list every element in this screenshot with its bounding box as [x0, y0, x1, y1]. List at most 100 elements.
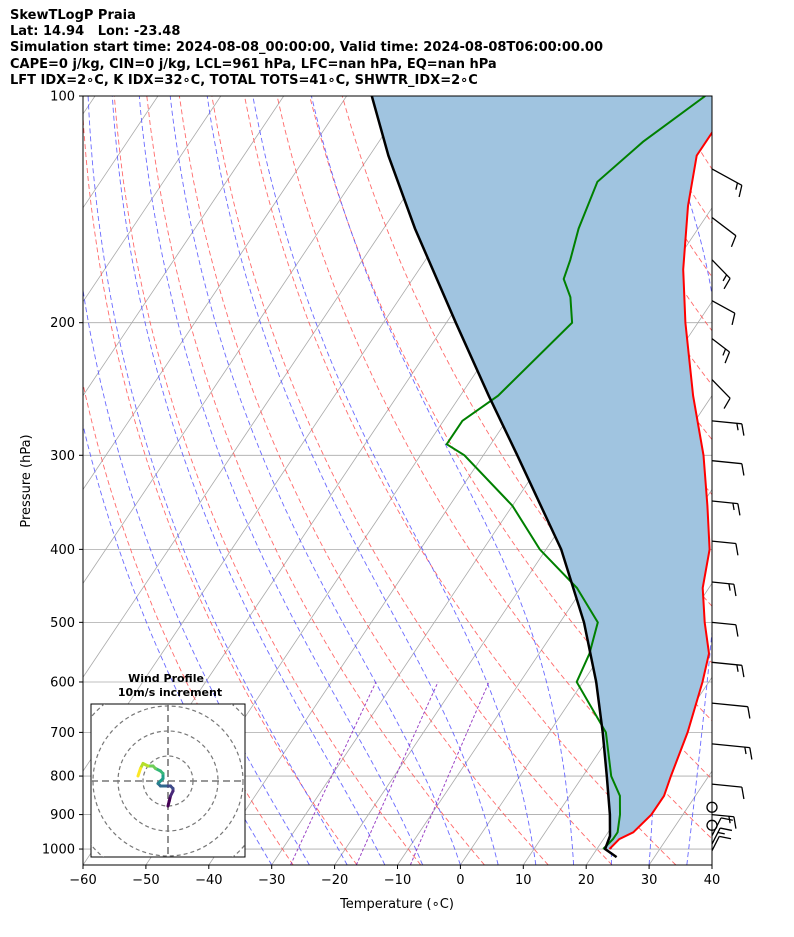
isotherm-line	[83, 96, 96, 115]
wind-barb-staff	[711, 813, 734, 818]
mixing-ratio-line	[355, 681, 439, 865]
axis-ticks: −60 −50 −40 −30 −20 −10 0 10 20 30 40 100 200 300 400 5…	[42, 90, 720, 889]
wind-barb	[711, 540, 739, 556]
x-tick-label: −10	[384, 873, 411, 888]
wind-barb-half-flag	[728, 583, 731, 591]
isotherm-line	[83, 96, 285, 397]
wind-barb-flag	[730, 235, 737, 248]
wind-barb-flag	[741, 787, 745, 800]
parcel-line	[370, 96, 618, 859]
moist-adiabat-line	[169, 96, 461, 865]
wind-barb-flag	[735, 543, 739, 556]
wind-barb-flag	[735, 624, 739, 637]
chart-title: SkewTLogP Praia	[10, 8, 136, 23]
wind-barb	[711, 702, 751, 719]
wind-barb-staff	[711, 420, 742, 425]
isotherm-line	[83, 96, 410, 585]
isotherm-line	[83, 96, 222, 303]
moist-adiabat-line	[87, 96, 348, 865]
dry-adiabat-line	[178, 96, 549, 865]
y-tick-label: 900	[50, 808, 75, 823]
y-tick-label: 800	[50, 770, 75, 785]
wind-barb-flag	[733, 816, 737, 829]
x-tick-label: 20	[578, 873, 595, 888]
y-tick-label: 500	[50, 616, 75, 631]
wind-barb-staff	[711, 338, 730, 353]
x-tick-label: −20	[321, 873, 348, 888]
dry-adiabat-line	[83, 382, 294, 865]
wind-barb	[711, 420, 745, 436]
wind-barb-staff	[711, 702, 748, 708]
wind-barb-staff	[711, 581, 734, 585]
wind-barb	[711, 300, 736, 326]
wind-barbs	[706, 168, 753, 851]
mixing-ratio-line	[409, 681, 490, 865]
y-tick-label: 600	[50, 675, 75, 690]
x-tick-label: −30	[258, 873, 285, 888]
y-tick-label: 1000	[42, 843, 75, 858]
chart-header: SkewTLogP Praia Lat: 14.94 Lon: -23.48 S…	[10, 8, 603, 89]
moist-adiabat-line	[206, 96, 499, 865]
wind-barb-staff	[711, 661, 742, 666]
x-tick-label: −60	[69, 873, 96, 888]
indices-line-1: CAPE=0 j/kg, CIN=0 j/kg, LCL=961 hPa, LF…	[10, 56, 497, 72]
x-tick-label: 30	[641, 873, 658, 888]
wind-barb-flag	[719, 835, 732, 840]
inset-subtitle: 10m/s increment	[118, 686, 222, 699]
wind-barb-staff	[711, 460, 742, 465]
y-tick-label: 700	[50, 726, 75, 741]
indices-line-2: LFT IDX=2∘C, K IDX=32∘C, TOTAL TOTS=41∘C…	[10, 72, 478, 88]
hodograph-inset: Wind Profile 10m/s increment	[90, 672, 246, 858]
y-tick-label: 200	[50, 316, 75, 331]
isotherm-line	[711, 864, 712, 865]
x-axis-title: Temperature (∘C)	[339, 897, 454, 912]
wind-barb-staff	[711, 168, 743, 186]
wind-barb-staff	[711, 621, 736, 626]
moist-adiabat-line	[83, 287, 310, 865]
wind-barb	[711, 581, 737, 597]
wind-barb-half-flag	[736, 664, 739, 672]
wind-barb-staff	[711, 300, 736, 314]
mixing-ratio-lines	[290, 681, 490, 865]
wind-barb-half-flag	[744, 747, 747, 755]
wind-barb-staff	[711, 827, 721, 845]
wind-barb	[711, 460, 745, 476]
wind-barb-staff	[711, 743, 750, 749]
wind-barb	[711, 743, 753, 760]
hodograph-body	[91, 704, 245, 857]
wind-barb-flag	[749, 747, 753, 760]
x-tick-label: 0	[456, 873, 464, 888]
y-tick-label: 100	[50, 90, 75, 105]
calm-wind-circle	[706, 819, 718, 831]
cin-shade-area	[371, 96, 712, 849]
wind-barb-flag	[720, 827, 733, 832]
wind-barb-half-flag	[732, 502, 735, 511]
dry-adiabat-line	[113, 96, 422, 865]
wind-barb-flag	[724, 351, 731, 364]
dry-adiabat-line	[83, 109, 358, 865]
dewpoint-line	[445, 96, 706, 850]
wind-barb-half-flag	[736, 423, 739, 431]
wind-barb	[711, 661, 745, 678]
x-tick-label: −50	[132, 873, 159, 888]
wind-barb-flag	[741, 423, 745, 436]
moist-adiabat-line	[252, 96, 537, 865]
wind-barb	[711, 379, 731, 409]
moist-adiabat-line	[111, 96, 386, 865]
cape-shading	[371, 96, 712, 849]
time-line: Simulation start time: 2024-08-08_00:00:…	[10, 40, 603, 56]
wind-barb-flag	[741, 665, 745, 678]
wind-barb	[711, 216, 737, 248]
wind-barb-staff	[711, 836, 720, 851]
wind-barb-staff	[711, 216, 737, 237]
wind-barb-flag	[738, 185, 743, 198]
wind-barb	[711, 168, 743, 198]
wind-barb-flag	[731, 313, 736, 326]
temperature-line	[608, 130, 712, 850]
location-line: Lat: 14.94 Lon: -23.48	[10, 24, 181, 40]
wind-barb	[711, 500, 741, 516]
wind-barb	[711, 338, 731, 364]
wind-barb	[711, 835, 732, 851]
wind-barb	[711, 259, 731, 290]
